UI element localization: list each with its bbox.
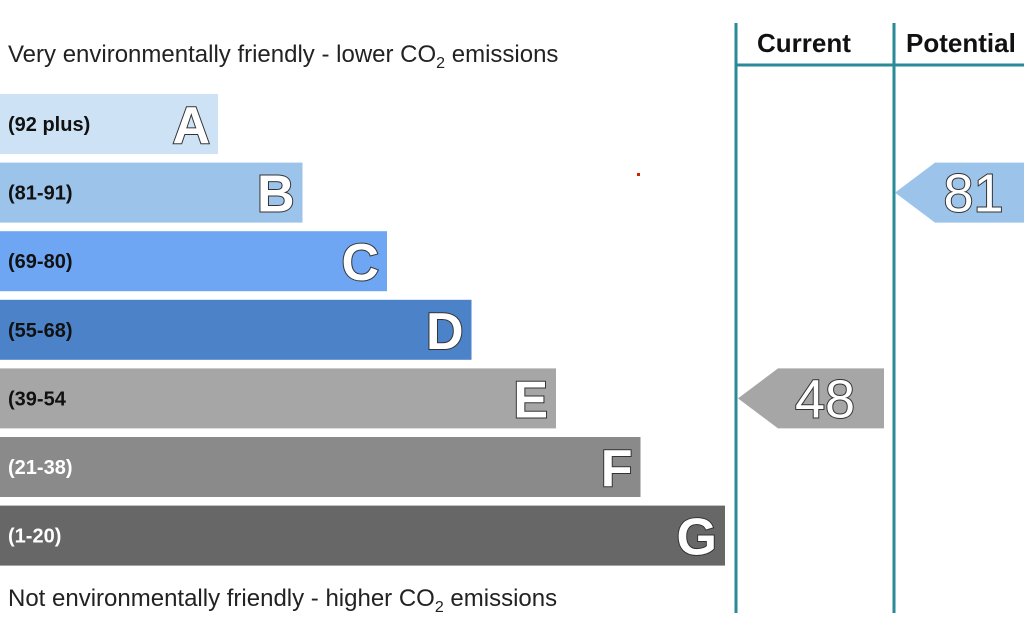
band-letter-e: E — [513, 371, 548, 429]
top-caption-tail: emissions — [445, 41, 559, 68]
current-rating-arrow — [738, 368, 884, 429]
band-letter-b: B — [257, 166, 295, 224]
band-range-f: (21-38) — [8, 457, 72, 479]
band-letter-c: C — [341, 234, 379, 292]
top-caption-text: Very environmentally friendly - lower CO — [8, 41, 437, 68]
stray-dot — [637, 173, 640, 176]
band-letter-a: A — [172, 97, 210, 155]
bottom-caption-text: Not environmentally friendly - higher CO — [8, 585, 435, 612]
band-bar-b — [0, 162, 303, 223]
band-range-b: (81-91) — [8, 183, 72, 205]
band-range-g: (1-20) — [8, 526, 61, 548]
band-letter-f: F — [601, 440, 633, 498]
current-header: Current — [757, 28, 851, 58]
bottom-caption: Not environmentally friendly - higher CO… — [8, 585, 557, 617]
band-range-e: (39-54 — [8, 388, 67, 410]
potential-rating-value: 81 — [943, 164, 1003, 224]
band-bar-g — [0, 505, 725, 566]
band-bar-f — [0, 437, 641, 497]
band-bar-d — [0, 299, 472, 360]
top-caption-subscript: 2 — [436, 55, 446, 72]
band-letter-g: G — [677, 509, 717, 567]
potential-rating-arrow — [895, 162, 1024, 223]
band-range-c: (69-80) — [8, 251, 72, 273]
bottom-caption-tail: emissions — [443, 585, 558, 612]
band-bar-e — [0, 368, 556, 429]
band-bar-a — [0, 94, 218, 154]
band-bar-c — [0, 231, 387, 292]
band-range-d: (55-68) — [8, 320, 72, 342]
bottom-caption-subscript: 2 — [434, 599, 444, 616]
current-rating-value: 48 — [795, 369, 855, 429]
band-range-a: (92 plus) — [8, 114, 90, 136]
top-caption: Very environmentally friendly - lower CO… — [8, 41, 558, 73]
band-letter-d: D — [426, 303, 464, 361]
potential-header: Potential — [906, 28, 1016, 58]
